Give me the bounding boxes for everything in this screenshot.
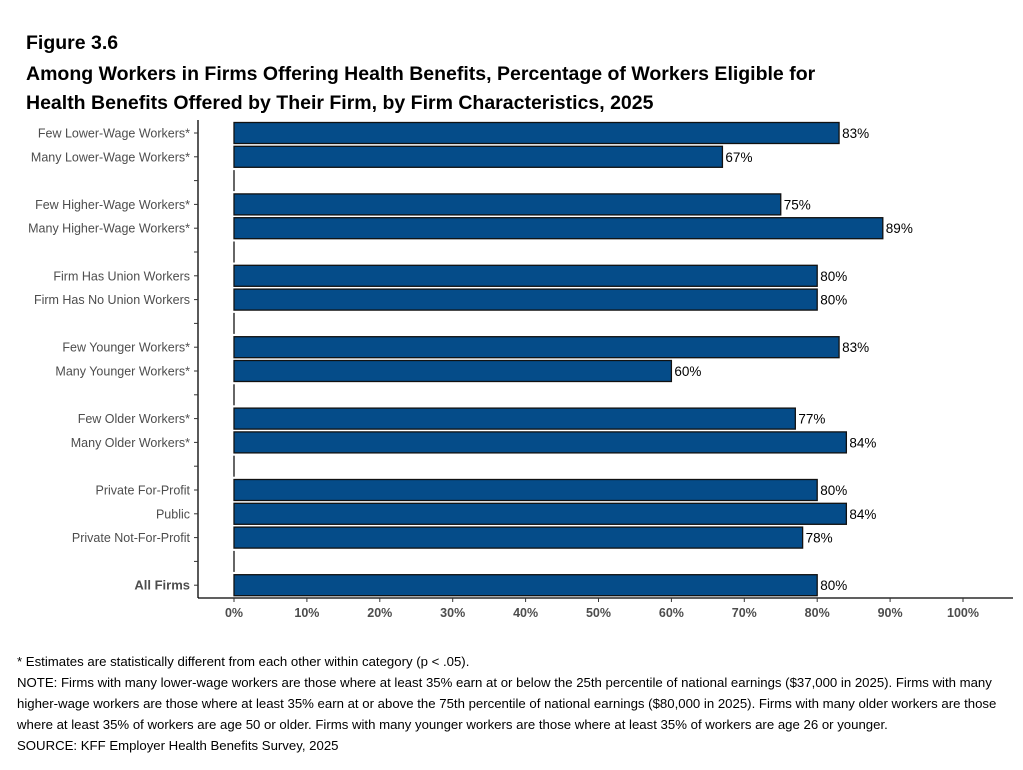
definitions-note: NOTE: Firms with many lower-wage workers… (17, 675, 997, 732)
bar (233, 502, 848, 525)
bar (233, 526, 804, 549)
bar (233, 264, 818, 287)
y-tick-label: Public (156, 507, 190, 521)
chart-title-line2: Health Benefits Offered by Their Firm, b… (26, 92, 654, 114)
bar (233, 288, 818, 311)
y-tick-label: Few Older Workers* (78, 412, 190, 426)
x-tick-label: 80% (805, 606, 830, 620)
data-label: 67% (725, 150, 752, 165)
bar (233, 407, 796, 430)
data-label: 80% (820, 483, 847, 498)
data-label: 84% (849, 507, 876, 522)
data-label: 80% (820, 293, 847, 308)
y-tick-label: Many Lower-Wage Workers* (31, 150, 190, 164)
data-label: 83% (842, 340, 869, 355)
data-label: 83% (842, 126, 869, 141)
y-tick-label: Firm Has Union Workers (53, 269, 190, 283)
y-tick-label: Few Lower-Wage Workers* (38, 127, 190, 141)
x-tick-label: 0% (225, 606, 243, 620)
data-label: 60% (674, 364, 701, 379)
bar (233, 359, 673, 383)
notes: * Estimates are statistically different … (17, 651, 1017, 756)
data-label: 78% (806, 531, 833, 546)
x-tick-label: 20% (367, 606, 392, 620)
bar (233, 336, 840, 359)
figure-label: Figure 3.6 (26, 32, 119, 54)
y-tick-label: Many Younger Workers* (55, 365, 190, 379)
bar (233, 121, 840, 145)
bar (233, 193, 782, 216)
chart-title-line1: Among Workers in Firms Offering Health B… (26, 63, 816, 85)
y-tick-label: Private For-Profit (96, 484, 191, 498)
x-tick-label: 60% (659, 606, 684, 620)
bar-chart: Few Lower-Wage Workers* 83% Many Lower-Wag… (28, 120, 1013, 620)
x-tick-label: 10% (294, 606, 319, 620)
data-label: 84% (849, 435, 876, 450)
data-label: 89% (886, 221, 913, 236)
bar (233, 574, 818, 597)
significance-note: * Estimates are statistically different … (17, 654, 470, 669)
x-tick-label: 50% (586, 606, 611, 620)
data-label: 77% (798, 412, 825, 427)
y-tick-label: Private Not-For-Profit (72, 531, 191, 545)
source-note: SOURCE: KFF Employer Health Benefits Sur… (17, 738, 339, 753)
data-label: 80% (820, 269, 847, 284)
data-label: 80% (820, 578, 847, 593)
y-tick-label: All Firms (134, 578, 190, 593)
x-tick-label: 40% (513, 606, 538, 620)
y-tick-label: Few Younger Workers* (62, 341, 190, 355)
x-tick-label: 100% (947, 606, 979, 620)
bar (233, 217, 884, 240)
x-tick-label: 70% (732, 606, 757, 620)
bar (233, 478, 818, 502)
y-tick-label: Many Higher-Wage Workers* (28, 222, 190, 236)
x-tick-label: 90% (878, 606, 903, 620)
y-tick-label: Few Higher-Wage Workers* (35, 198, 190, 212)
data-label: 75% (784, 197, 811, 212)
x-tick-label: 30% (440, 606, 465, 620)
y-tick-label: Firm Has No Union Workers (34, 293, 190, 307)
bar (233, 431, 848, 454)
bar (233, 145, 724, 168)
y-tick-label: Many Older Workers* (71, 436, 190, 450)
